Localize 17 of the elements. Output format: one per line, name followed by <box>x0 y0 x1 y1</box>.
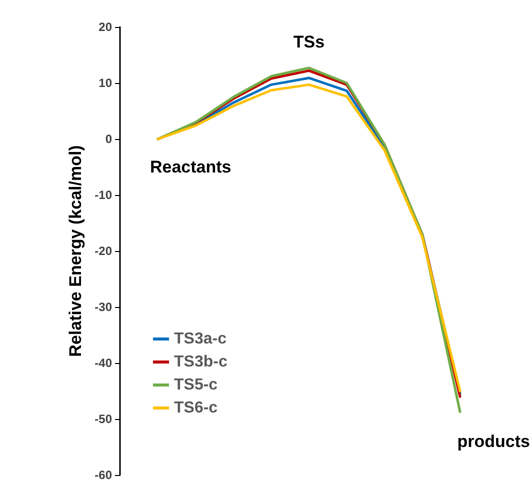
y-tick-label: 20 <box>98 20 112 34</box>
y-tick-label: -50 <box>94 412 112 426</box>
annotation: TSs <box>293 32 325 52</box>
legend-label: TS6-c <box>174 400 218 416</box>
y-tick-label: 0 <box>105 132 112 146</box>
y-tick-label: -60 <box>94 468 112 482</box>
y-tick-label: -20 <box>94 244 112 258</box>
y-tick-label: -10 <box>94 188 112 202</box>
legend-label: TS3b-c <box>174 354 228 370</box>
y-axis-title: Relative Energy (kcal/mol) <box>66 145 85 357</box>
y-tick-label: 10 <box>98 76 112 90</box>
annotation: Reactants <box>150 158 232 176</box>
annotation: products <box>457 432 530 452</box>
legend-label: TS3a-c <box>174 330 227 348</box>
legend-label: TS5-c <box>174 376 218 394</box>
y-tick-label: -30 <box>94 300 112 314</box>
y-tick-label: -40 <box>94 356 112 370</box>
